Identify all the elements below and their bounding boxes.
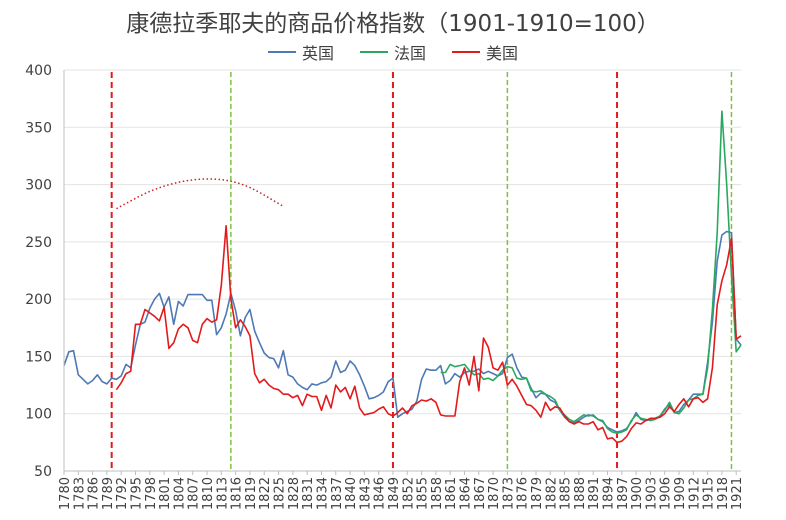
- y-tick-label: 50: [34, 464, 52, 480]
- x-tick-label: 1921: [730, 477, 745, 510]
- x-tick-label: 1903: [644, 477, 659, 510]
- legend-label-france: 法国: [393, 44, 426, 63]
- x-tick-label: 1897: [616, 477, 631, 510]
- series-lines: [63, 110, 742, 444]
- x-tick-label: 1840: [344, 477, 359, 510]
- x-tick-label: 1867: [473, 477, 488, 510]
- x-tick-label: 1798: [144, 477, 159, 510]
- x-tick-label: 1801: [158, 477, 173, 510]
- x-tick-label: 1912: [687, 477, 702, 510]
- x-tick-label: 1876: [516, 477, 531, 510]
- y-tick-label: 400: [25, 63, 52, 79]
- x-tick-label: 1885: [559, 477, 574, 510]
- x-tick-label: 1825: [273, 477, 288, 510]
- x-tick-label: 1780: [58, 477, 73, 510]
- legend-item-uk: 英国: [267, 40, 334, 64]
- peak-arc-annotation: [116, 178, 284, 210]
- legend-swatch-usa: [452, 51, 480, 53]
- legend-label-uk: 英国: [301, 44, 334, 63]
- x-tick-label: 1837: [330, 477, 345, 510]
- x-tick-label: 1783: [72, 477, 87, 510]
- y-tick-label: 100: [25, 407, 52, 423]
- legend-item-france: 法国: [359, 40, 426, 64]
- chart-title: 康德拉季耶夫的商品价格指数（1901-1910=100）: [126, 11, 660, 37]
- x-tick-label: 1804: [172, 477, 187, 510]
- x-tick-label: 1789: [101, 477, 116, 510]
- usa-series-line: [115, 225, 742, 444]
- x-tick-label: 1816: [230, 477, 245, 510]
- x-tick-label: 1858: [430, 477, 445, 510]
- x-tick-label: 1792: [115, 477, 130, 510]
- y-tick-label: 300: [25, 178, 52, 194]
- x-tick-label: 1786: [87, 477, 102, 510]
- x-tick-label: 1819: [244, 477, 259, 510]
- x-tick-label: 1888: [573, 477, 588, 510]
- legend-swatch-uk: [267, 51, 296, 53]
- x-tick-label: 1870: [487, 477, 502, 510]
- y-tick-label: 250: [25, 235, 52, 251]
- x-tick-label: 1849: [387, 477, 402, 510]
- x-tick-label: 1873: [501, 477, 516, 510]
- legend-swatch-france: [359, 51, 388, 53]
- x-tick-label: 1843: [358, 477, 373, 510]
- x-tick-label: 1813: [215, 477, 230, 510]
- legend-item-usa: 美国: [452, 40, 518, 64]
- grid-lines: [64, 69, 741, 415]
- x-tick-label: 1909: [673, 477, 688, 510]
- x-tick-label: 1882: [544, 477, 559, 510]
- x-tick-label: 1852: [401, 477, 416, 510]
- y-tick-label: 200: [25, 292, 52, 308]
- y-tick-label: 150: [25, 349, 52, 365]
- x-tick-label: 1828: [287, 477, 302, 510]
- x-tick-label: 1807: [187, 477, 202, 510]
- x-tick-label: 1891: [587, 477, 602, 510]
- x-tick-label: 1915: [702, 477, 717, 510]
- france-series-line: [440, 110, 742, 435]
- x-tick-label: 1861: [444, 477, 459, 510]
- uk-series-line: [63, 230, 742, 433]
- peak-arc: [116, 178, 284, 210]
- period-marker-lines: [110, 72, 733, 471]
- x-tick-label: 1834: [315, 477, 330, 510]
- x-tick-label: 1906: [659, 477, 674, 510]
- x-tick-label: 1900: [630, 477, 645, 510]
- x-tick-label: 1855: [416, 477, 431, 510]
- x-tick-label: 1831: [301, 477, 316, 510]
- x-tick-label: 1918: [716, 477, 731, 510]
- x-tick-label: 1795: [130, 477, 145, 510]
- x-tick-label: 1864: [458, 477, 473, 510]
- y-tick-label: 350: [25, 120, 52, 136]
- x-tick-label: 1846: [373, 477, 388, 510]
- x-tick-label: 1822: [258, 477, 273, 510]
- x-tick-label: 1879: [530, 477, 545, 510]
- chart-legend: 英国 法国 美国: [0, 40, 786, 64]
- x-tick-label: 1810: [201, 477, 216, 510]
- legend-label-usa: 美国: [486, 44, 519, 63]
- x-tick-label: 1894: [602, 477, 617, 510]
